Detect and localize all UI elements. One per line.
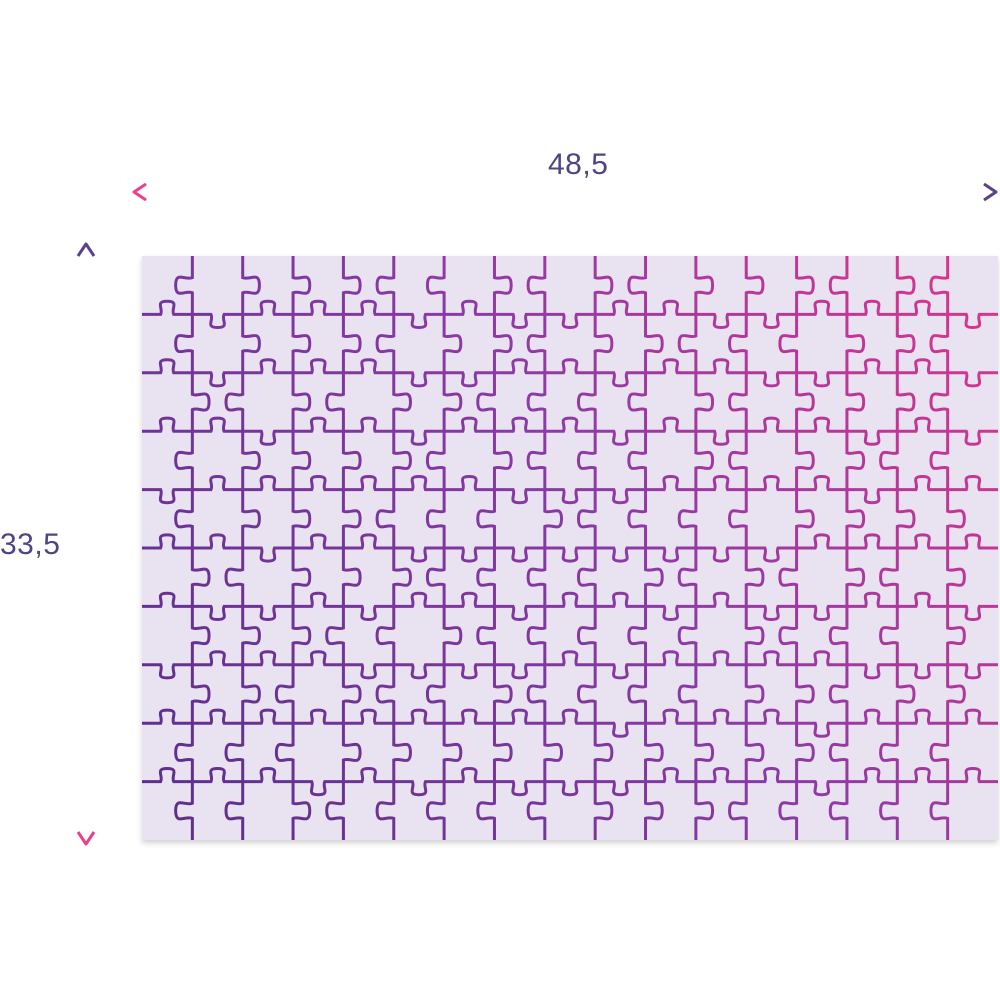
puzzle-vertical-cut <box>224 256 261 840</box>
width-dimension-label: 48,5 <box>548 148 609 181</box>
puzzle-vertical-cut <box>526 256 564 840</box>
puzzle-vertical-cut <box>828 256 866 840</box>
puzzle-horizontal-cut <box>142 358 998 388</box>
puzzle-vertical-cut <box>375 256 412 840</box>
puzzle-horizontal-cut <box>142 416 998 446</box>
puzzle-vertical-cut <box>274 256 312 840</box>
puzzle-vertical-cut <box>425 256 463 840</box>
puzzle-horizontal-cut <box>142 533 998 563</box>
puzzle-horizontal-cut <box>142 591 998 621</box>
puzzle-vertical-cut <box>325 256 362 840</box>
puzzle-vertical-cut <box>174 256 211 840</box>
puzzle-vertical-cut <box>728 256 765 840</box>
puzzle-vertical-cut <box>677 256 715 840</box>
puzzle-cut-lines <box>142 256 998 840</box>
puzzle-vertical-cut <box>778 256 815 840</box>
width-arrow <box>132 182 998 202</box>
puzzle-vertical-cut <box>627 256 664 840</box>
height-dimension-label: 33,5 <box>0 528 61 561</box>
puzzle-horizontal-cut <box>142 650 998 680</box>
puzzle-vertical-cut <box>929 256 966 840</box>
puzzle-board <box>142 256 998 840</box>
puzzle-horizontal-cut <box>142 475 998 505</box>
height-arrow <box>76 242 96 846</box>
puzzle-horizontal-cut <box>142 708 998 738</box>
puzzle-horizontal-cut <box>142 299 998 329</box>
puzzle-vertical-cut <box>879 256 916 840</box>
puzzle-horizontal-cut <box>142 767 998 797</box>
puzzle-vertical-cut <box>476 256 513 840</box>
puzzle-vertical-cut <box>576 256 614 840</box>
